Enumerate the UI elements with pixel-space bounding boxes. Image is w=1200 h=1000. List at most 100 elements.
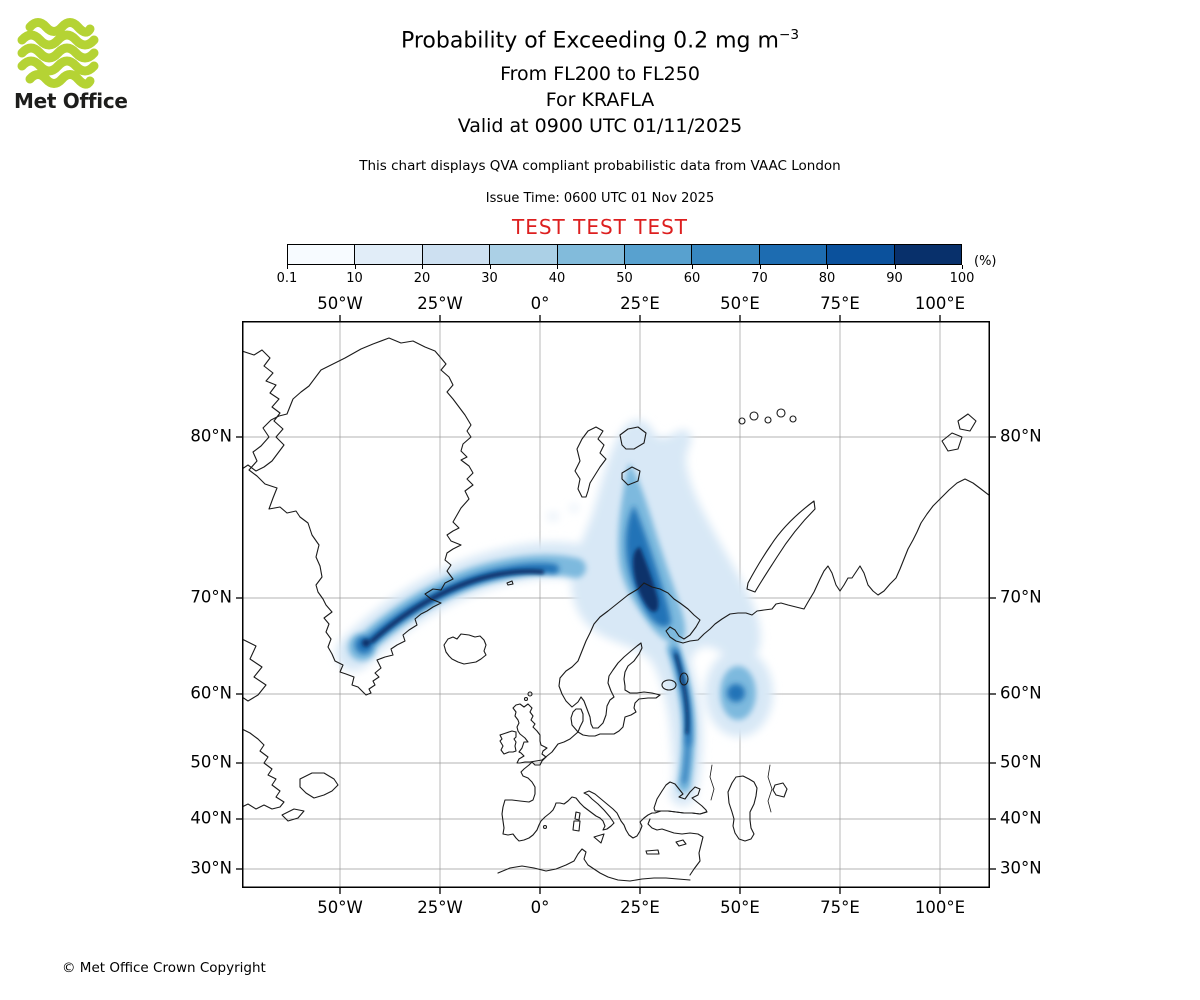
colorbar-tick [894,265,896,269]
colorbar-tick [827,265,828,269]
lat-label-right: 40°N [1000,808,1042,828]
coast-svalbard [574,426,647,498]
map-border [242,321,990,888]
coast-baffin [242,638,267,702]
colorbar-tick-label: 70 [751,271,768,286]
colorbar-segment [557,245,626,264]
subtitle-flight-levels: From FL200 to FL250 [500,63,700,85]
colorbar-segment [759,245,828,264]
lat-label-left: 60°N [190,683,232,703]
map-svg [236,315,996,894]
colorbar-segment [490,245,558,264]
lat-label-left: 70°N [190,587,232,607]
lat-label-right: 50°N [1000,752,1042,772]
tick-layer [236,315,996,894]
lat-label-right: 80°N [1000,426,1042,446]
colorbar-segment [894,245,962,264]
met-office-logo-waves [17,18,99,89]
coast-caspian [727,775,788,842]
colorbar-tick-label: 30 [481,271,498,286]
subtitle-valid-time: Valid at 0900 UTC 01/11/2025 [457,115,743,137]
ash-plume-core [633,547,659,612]
colorbar-tick-label: 20 [413,271,431,286]
colorbar-segment [355,245,423,264]
coast-newfoundland [281,772,339,822]
map-frame: 50°W 50°W 25°W 25°W 0° 0° 25°E 25°E 50°E 50°E 75°E… [190,294,1041,917]
lon-label-top: 25°W [417,294,463,313]
coast-ireland [499,730,517,755]
colorbar-segment [692,245,760,264]
colorbar-tick [354,265,356,269]
colorbar-tick-label: 10 [346,271,363,286]
lon-label-bottom: 75°E [820,898,860,917]
lon-label-top: 0° [530,294,550,313]
lake-onega [679,672,689,686]
colorbar-tick [422,265,423,269]
lake-ladoga [661,679,677,691]
lat-label-right: 60°N [1000,683,1042,703]
colorbar: 0.1 10 20 30 40 50 60 70 80 90 100 (%) [277,244,997,286]
colorbar-tick-label: 40 [548,271,566,286]
colorbar-tick-label: 80 [818,271,836,286]
colorbar-tick [962,265,963,269]
coast-north-africa [497,848,691,882]
coast-novaya-zemlya [746,500,816,593]
river-volga [709,764,773,813]
lon-label-top: 50°W [317,294,363,313]
coast-greenland [248,337,474,696]
lat-label-left: 40°N [190,808,232,828]
colorbar-tick [624,265,626,269]
ash-plume [336,419,773,806]
colorbar-tick-label: 90 [886,271,903,286]
lon-label-top: 25°E [620,294,660,313]
coast-arctic-russia [643,478,990,644]
coast-ellesmere [242,349,285,472]
ash-plume-high [625,505,671,627]
lat-label-left: 50°N [190,752,232,772]
coast-jan-mayen [506,580,514,586]
lat-label-left: 30°N [190,858,232,878]
ash-arm-core [369,569,545,644]
issue-time: Issue Time: 0600 UTC 01 Nov 2025 [485,191,715,206]
coast-scandinavia [558,582,661,729]
colorbar-tick [759,265,761,269]
coast-baltic-south [501,694,661,842]
test-banner: TEST TEST TEST [511,215,688,239]
coastlines [242,337,990,882]
colorbar-segment [827,245,895,264]
colorbar-tick-label: 0.1 [276,271,298,286]
lon-label-top: 75°E [820,294,860,313]
qva-note: This chart displays QVA compliant probab… [359,158,841,174]
lon-label-top: 50°E [720,294,760,313]
lon-label-bottom: 0° [530,898,550,917]
page-title-text: Probability of Exceeding 0.2 mg m [400,28,779,54]
percent-unit-label: (%) [974,254,997,269]
colorbar-tick [692,265,693,269]
colorbar-segments [287,244,962,265]
met-office-logo: Met Office [14,18,134,113]
colorbar-tick-label: 60 [683,271,701,286]
lon-label-bottom: 50°E [720,898,760,917]
coast-turkey [647,810,707,876]
page-title-exponent: −3 [778,27,800,43]
lat-label-right: 70°N [1000,587,1042,607]
colorbar-tick [287,265,288,269]
subtitle-volcano: For KRAFLA [545,89,655,111]
colorbar-tick-label: 100 [949,271,975,286]
colorbar-tick [489,265,491,269]
lon-label-bottom: 25°W [417,898,463,917]
lat-label-right: 30°N [1000,858,1042,878]
lat-label-left: 80°N [190,426,232,446]
copyright-text: © Met Office Crown Copyright [62,960,266,976]
coast-labrador [242,728,285,810]
lon-label-bottom: 50°W [317,898,363,917]
coast-britain [512,703,548,764]
coast-iceland [443,633,487,665]
ash-tongue-core [674,653,689,735]
met-office-logo-text: Met Office [14,89,128,113]
coast-severnaya-zemlya [941,413,977,452]
colorbar-tick [557,265,558,269]
colorbar-segment [625,245,693,264]
lon-label-bottom: 100°E [914,898,966,917]
coast-mediterranean-islands [572,811,660,855]
